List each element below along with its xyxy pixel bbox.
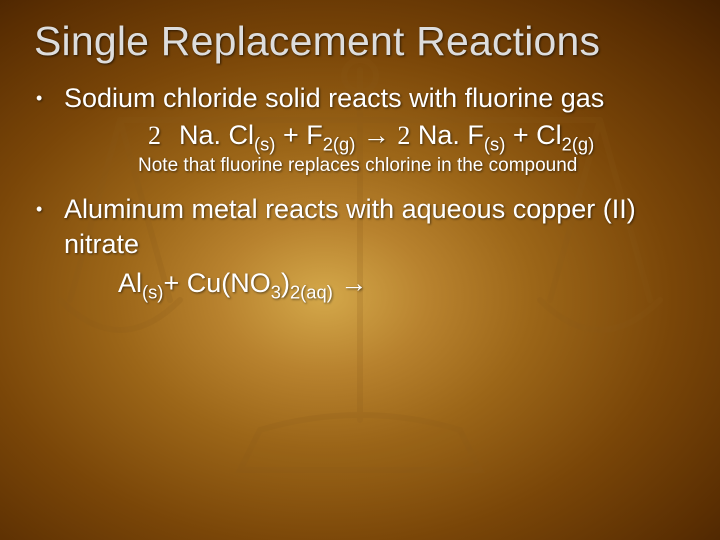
- eq1-coef1: 2: [148, 121, 161, 150]
- bullet-list: Sodium chloride solid reacts with fluori…: [34, 81, 692, 300]
- eq1-p2-sub: 2(g): [562, 133, 595, 154]
- eq1-r1-sub: (s): [254, 133, 275, 154]
- slide-title: Single Replacement Reactions: [34, 18, 692, 65]
- eq2-r2b: ): [281, 268, 290, 298]
- eq1-r1: Na. Cl: [179, 120, 254, 150]
- eq2-r2b-sub: 2(aq): [290, 281, 333, 302]
- eq1-coef2: 2: [397, 121, 410, 150]
- eq2-r2a: Cu(NO: [187, 268, 271, 298]
- eq1-p1-sub: (s): [484, 133, 505, 154]
- slide: Single Replacement Reactions Sodium chlo…: [0, 0, 720, 540]
- eq2-plus: +: [163, 268, 186, 298]
- eq2-r2a-sub: 3: [271, 281, 281, 302]
- eq1-p2: Cl: [536, 120, 562, 150]
- eq2-r1-sub: (s): [142, 281, 163, 302]
- equation-2: Al(s)+ Cu(NO3)2(aq) →: [64, 266, 692, 301]
- bullet-1: Sodium chloride solid reacts with fluori…: [34, 81, 692, 178]
- eq2-arrow: →: [333, 268, 368, 298]
- bullet-2: Aluminum metal reacts with aqueous coppe…: [34, 192, 692, 300]
- eq1-r2-sub: 2(g): [323, 133, 356, 154]
- eq1-plus1: +: [275, 120, 306, 150]
- eq1-plus2: +: [505, 120, 536, 150]
- eq1-arrow: →: [355, 120, 397, 150]
- bullet-2-text: Aluminum metal reacts with aqueous coppe…: [64, 194, 636, 259]
- equation-1: 2Na. Cl(s) + F2(g) → 2 Na. F(s) + Cl2(g): [64, 118, 692, 153]
- eq1-r2: F: [306, 120, 323, 150]
- eq2-r1: Al: [118, 268, 142, 298]
- eq1-p1: Na. F: [410, 120, 484, 150]
- bullet-1-text: Sodium chloride solid reacts with fluori…: [64, 83, 604, 113]
- equation-1-note: Note that fluorine replaces chlorine in …: [64, 154, 692, 178]
